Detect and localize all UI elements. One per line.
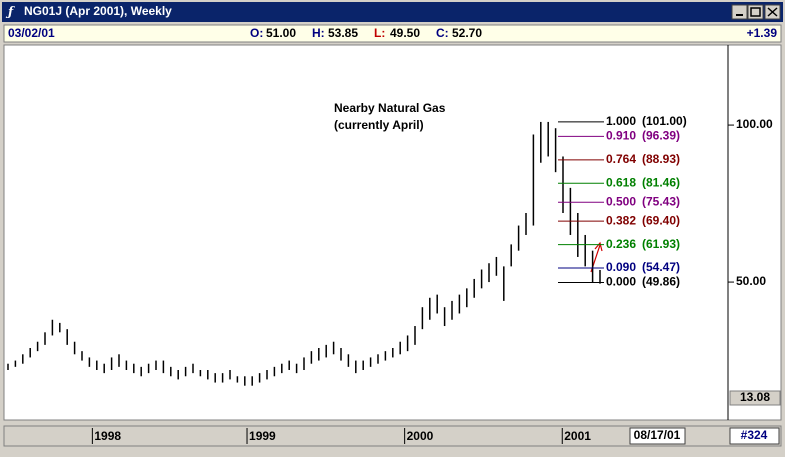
info-value: 49.50 <box>390 26 420 40</box>
fib-price: (75.43) <box>642 194 680 208</box>
info-value: 51.00 <box>266 26 296 40</box>
fib-ratio: 0.382 <box>606 213 636 227</box>
fib-price: (88.93) <box>642 152 680 166</box>
app-icon: ƒ <box>5 5 15 19</box>
window-title: NG01J (Apr 2001), Weekly <box>24 4 172 18</box>
footer-count-box <box>729 427 780 445</box>
y-tick-label: 50.00 <box>736 274 766 288</box>
chart-area <box>3 44 782 421</box>
annotation: (currently April) <box>334 118 424 132</box>
fib-ratio: 1.000 <box>606 114 636 128</box>
info-label: C: <box>436 26 449 40</box>
fib-price: (54.47) <box>642 260 680 274</box>
footer-date-box <box>629 427 686 445</box>
info-value: 53.85 <box>328 26 358 40</box>
close-button[interactable] <box>764 4 781 20</box>
info-bar <box>3 24 782 43</box>
info-value: 52.70 <box>452 26 482 40</box>
fib-price: (81.46) <box>642 175 680 189</box>
fib-price: (61.93) <box>642 237 680 251</box>
y-tick <box>729 390 781 406</box>
fib-price: (101.00) <box>642 114 687 128</box>
info-date: 03/02/01 <box>8 26 55 40</box>
title-bar <box>2 2 783 22</box>
fib-ratio: 0.236 <box>606 237 636 251</box>
fib-ratio: 0.764 <box>606 152 636 166</box>
fib-price: (96.39) <box>642 129 680 143</box>
fib-ratio: 0.910 <box>606 129 636 143</box>
info-label: L: <box>374 26 385 40</box>
info-change: +1.39 <box>747 26 778 40</box>
time-bar <box>3 425 782 447</box>
fib-price: (69.40) <box>642 213 680 227</box>
fib-ratio: 0.618 <box>606 175 636 189</box>
fib-ratio: 0.090 <box>606 260 636 274</box>
fib-ratio: 0.500 <box>606 194 636 208</box>
x-tick-label: 2001 <box>564 429 591 443</box>
fib-price: (49.86) <box>642 275 680 289</box>
maximize-button[interactable] <box>747 4 764 20</box>
x-tick-label: 2000 <box>407 429 434 443</box>
y-tick-label: 100.00 <box>736 117 773 131</box>
footer-count: #324 <box>741 428 768 442</box>
info-label: O: <box>250 26 263 40</box>
info-label: H: <box>312 26 325 40</box>
x-tick-label: 1999 <box>249 429 276 443</box>
fib-ratio: 0.000 <box>606 275 636 289</box>
annotation: Nearby Natural Gas <box>334 101 446 115</box>
footer-date: 08/17/01 <box>634 428 681 442</box>
x-tick-label: 1998 <box>94 429 121 443</box>
minimize-button[interactable] <box>731 4 748 20</box>
y-tick-label: 13.08 <box>740 390 770 404</box>
